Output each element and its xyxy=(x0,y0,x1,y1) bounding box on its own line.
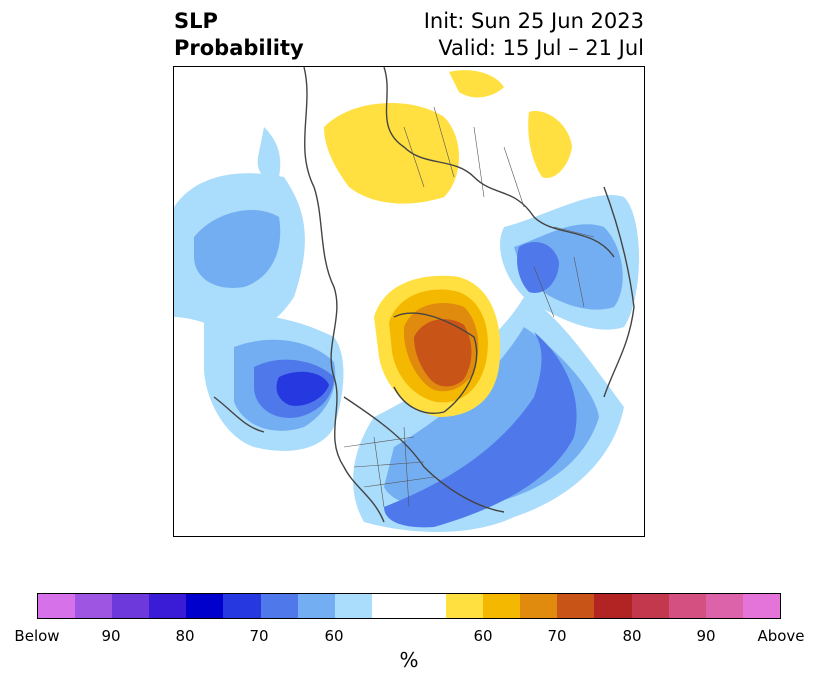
colorbar-segment xyxy=(594,594,632,618)
blue-region-70-pacific xyxy=(194,209,281,288)
title-probability: Probability xyxy=(174,36,304,60)
blue-region-80-asia xyxy=(517,242,559,293)
colorbar-tick-label: 80 xyxy=(175,627,195,645)
yellow-region-north xyxy=(324,103,459,204)
polar-map xyxy=(173,66,645,537)
colorbar-segment xyxy=(260,594,298,618)
colorbar-tick-label: 70 xyxy=(547,627,567,645)
colorbar-segment xyxy=(112,594,150,618)
colorbar-tick-label: 60 xyxy=(473,627,493,645)
colorbar-segment xyxy=(371,594,409,618)
colorbar-segment xyxy=(334,594,372,618)
colorbar-segment xyxy=(297,594,335,618)
colorbar-tick-label: 70 xyxy=(249,627,269,645)
blue-region-80-atlantic xyxy=(384,332,577,528)
yellow-region-top xyxy=(449,70,504,98)
colorbar xyxy=(37,593,781,619)
map-subtitle: Init: Sun 25 Jun 2023 Valid: 15 Jul – 21… xyxy=(424,8,644,62)
colorbar-tick-label: Above xyxy=(757,627,805,645)
map-title: SLP Probability xyxy=(174,8,304,62)
colorbar-segment xyxy=(446,594,484,618)
blue-region-90-west xyxy=(276,371,329,406)
init-date: Init: Sun 25 Jun 2023 xyxy=(423,9,644,33)
probability-map-svg xyxy=(174,67,639,532)
colorbar-tick-label: 90 xyxy=(696,627,716,645)
borders xyxy=(343,106,595,508)
colorbar-tick-label: 90 xyxy=(101,627,121,645)
colorbar-segment xyxy=(557,594,595,618)
colorbar-segment xyxy=(742,594,780,618)
title-slp: SLP xyxy=(174,9,218,33)
yellow-region-ne xyxy=(528,111,572,178)
colorbar-unit: % xyxy=(399,648,419,672)
colorbar-segment xyxy=(705,594,743,618)
colorbar-segment xyxy=(223,594,261,618)
colorbar-segment xyxy=(668,594,706,618)
colorbar-segment xyxy=(149,594,187,618)
colorbar-segment xyxy=(520,594,558,618)
colorbar-segment xyxy=(38,594,76,618)
colorbar-tick-label: 60 xyxy=(324,627,344,645)
colorbar-tick-label: 80 xyxy=(622,627,642,645)
colorbar-tick-label: Below xyxy=(14,627,60,645)
colorbar-segment xyxy=(408,594,447,618)
valid-range: Valid: 15 Jul – 21 Jul xyxy=(438,36,644,60)
colorbar-segment xyxy=(75,594,113,618)
coastlines xyxy=(213,67,635,523)
colorbar-segment xyxy=(186,594,224,618)
colorbar-segment xyxy=(483,594,521,618)
blue-region-60-north xyxy=(257,127,281,179)
colorbar-segment xyxy=(631,594,669,618)
brown-region-arctic xyxy=(414,319,472,387)
